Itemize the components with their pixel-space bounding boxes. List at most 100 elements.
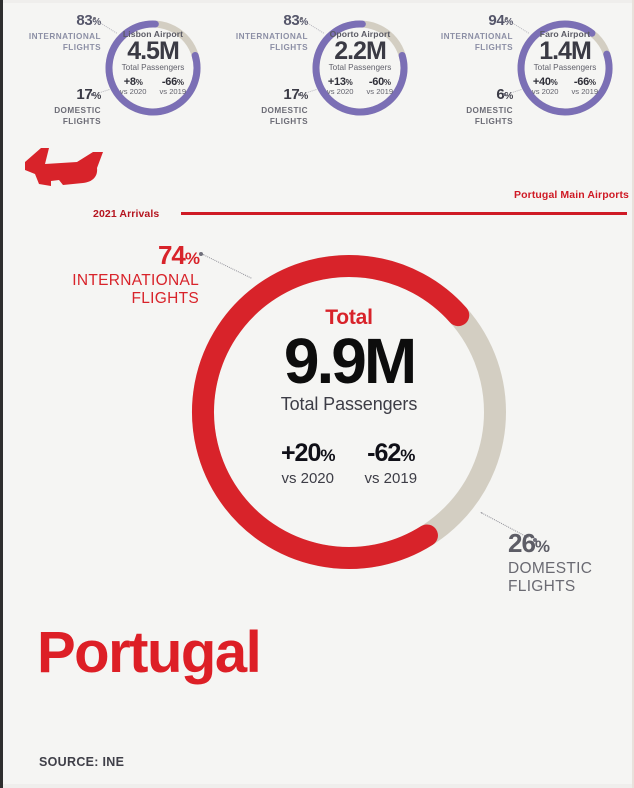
- main-international-label-line1: INTERNATIONAL: [72, 272, 199, 289]
- delta-2019-caption: vs 2019: [571, 87, 599, 96]
- country-title: Portugal: [37, 620, 262, 685]
- percent-unit: %: [400, 446, 415, 465]
- airport-name: Faro Airport: [539, 29, 591, 39]
- main-domestic-callout: 26% DOMESTIC FLIGHTS: [508, 528, 633, 596]
- delta-2019-caption: vs 2019: [159, 87, 187, 96]
- international-label-line1: INTERNATIONAL: [440, 32, 513, 41]
- international-label-line2: FLIGHTS: [474, 43, 513, 52]
- delta-2020-caption: vs 2020: [119, 87, 147, 96]
- percent-unit: %: [135, 78, 143, 87]
- delta-vs-2020: +13% vs 2020: [327, 76, 354, 96]
- international-pct: 83: [76, 12, 93, 29]
- main-delta-2019-caption: vs 2019: [364, 470, 418, 487]
- main-delta-vs-2020: +20% vs 2020: [280, 439, 336, 487]
- airport-card-lisbon: 83% INTERNATIONAL FLIGHTS 17% DOMESTIC F…: [1, 8, 211, 140]
- delta-2020-value: +8: [123, 76, 136, 88]
- main-delta-2019-value: -62: [367, 439, 401, 467]
- domestic-label-line2: FLIGHTS: [62, 117, 101, 126]
- delta-2019-caption: vs 2019: [366, 87, 394, 96]
- airport-summary-row: 83% INTERNATIONAL FLIGHTS 17% DOMESTIC F…: [3, 0, 634, 140]
- percent-unit: %: [176, 78, 184, 87]
- delta-vs-2020: +40% vs 2020: [532, 76, 559, 96]
- airport-callouts: 94% INTERNATIONAL FLIGHTS 6% DOMESTIC FL…: [413, 8, 530, 138]
- divider-right-label: Portugal Main Airports: [514, 189, 629, 201]
- main-domestic-pct: 26: [508, 528, 536, 558]
- airport-passenger-value: 1.4M: [539, 37, 592, 65]
- international-callout: 83% INTERNATIONAL FLIGHTS: [236, 12, 308, 53]
- divider-left-label: 2021 Arrivals: [93, 208, 160, 220]
- domestic-pct: 6: [496, 86, 505, 103]
- main-international-callout: 74% INTERNATIONAL FLIGHTS: [9, 240, 200, 308]
- main-delta-2020-value: +20: [280, 439, 321, 467]
- international-label-line1: INTERNATIONAL: [28, 32, 101, 41]
- airport-card-oporto: 83% INTERNATIONAL FLIGHTS 17% DOMESTIC F…: [208, 8, 418, 140]
- percent-unit: %: [504, 17, 513, 28]
- percent-unit: %: [299, 17, 308, 28]
- airport-donut-lisbon: [101, 16, 205, 120]
- domestic-pct: 17: [76, 86, 93, 103]
- percent-unit: %: [550, 78, 558, 87]
- delta-2020-caption: vs 2020: [326, 87, 354, 96]
- leader-dot-main-domestic: [533, 538, 537, 542]
- airport-donut-center-lisbon: Lisbon Airport 4.5M Total Passengers +8%…: [101, 16, 205, 120]
- main-delta-2020-caption: vs 2020: [281, 470, 334, 487]
- percent-unit: %: [184, 249, 200, 268]
- divider-rule: [181, 212, 627, 215]
- international-label-line2: FLIGHTS: [269, 43, 308, 52]
- percent-unit: %: [383, 78, 391, 87]
- domestic-callout: 6% DOMESTIC FLIGHTS: [466, 86, 513, 127]
- main-donut: [179, 242, 519, 582]
- airport-name: Oporto Airport: [329, 29, 391, 39]
- airport-donut-oporto: [308, 16, 412, 120]
- leader-dot-domestic: [503, 93, 506, 96]
- percent-unit: %: [299, 91, 308, 102]
- leader-dot-domestic: [298, 93, 301, 96]
- international-pct: 83: [283, 12, 300, 29]
- airport-donut-center-oporto: Oporto Airport 2.2M Total Passengers +13…: [308, 16, 412, 120]
- delta-2020-caption: vs 2020: [531, 87, 559, 96]
- percent-unit: %: [534, 537, 550, 556]
- airport-callouts: 83% INTERNATIONAL FLIGHTS 17% DOMESTIC F…: [208, 8, 325, 138]
- airport-donut-faro: [513, 16, 617, 120]
- main-domestic-label-line1: DOMESTIC: [508, 560, 593, 577]
- delta-2020-value: +13: [327, 76, 346, 88]
- leader-dot-international: [505, 17, 508, 20]
- source-label: SOURCE: INE: [39, 755, 125, 769]
- international-callout: 94% INTERNATIONAL FLIGHTS: [441, 12, 513, 53]
- domestic-callout: 17% DOMESTIC FLIGHTS: [54, 86, 101, 127]
- section-divider: Portugal Main Airports 2021 Arrivals: [3, 189, 634, 227]
- top-edge: [3, 0, 632, 3]
- domestic-callout: 17% DOMESTIC FLIGHTS: [261, 86, 308, 127]
- bottom-edge: [3, 784, 632, 788]
- leader-dot-international: [300, 17, 303, 20]
- leader-dot-domestic: [91, 93, 94, 96]
- main-donut-center: Total 9.9M Total Passengers +20% vs 2020…: [179, 242, 519, 582]
- delta-vs-2019: -66% vs 2019: [572, 76, 599, 96]
- total-passengers-value: 9.9M: [283, 325, 417, 397]
- percent-unit: %: [320, 446, 335, 465]
- total-passengers-caption: Total Passengers: [280, 394, 418, 414]
- domestic-label-line2: FLIGHTS: [269, 117, 308, 126]
- domestic-label-line1: DOMESTIC: [54, 106, 101, 115]
- main-delta-vs-2019: -62% vs 2019: [365, 439, 418, 487]
- international-label-line1: INTERNATIONAL: [235, 32, 308, 41]
- airport-passenger-caption: Total Passengers: [328, 63, 392, 72]
- delta-2020-value: +40: [532, 76, 551, 88]
- delta-vs-2019: -60% vs 2019: [367, 76, 394, 96]
- airport-donut-center-faro: Faro Airport 1.4M Total Passengers +40% …: [513, 16, 617, 120]
- delta-vs-2019: -66% vs 2019: [160, 76, 187, 96]
- airport-passenger-caption: Total Passengers: [121, 63, 185, 72]
- portugal-total-chart: 74% INTERNATIONAL FLIGHTS Total 9.9M Tot…: [3, 232, 634, 612]
- percent-unit: %: [588, 78, 596, 87]
- main-domestic-label-line2: FLIGHTS: [508, 578, 576, 595]
- leader-dot-main-international: [199, 252, 203, 256]
- total-label: Total: [325, 306, 373, 329]
- percent-unit: %: [345, 78, 353, 87]
- airport-card-faro: 94% INTERNATIONAL FLIGHTS 6% DOMESTIC FL…: [413, 8, 623, 140]
- delta-2019-value: -60: [368, 76, 384, 88]
- delta-2019-value: -66: [573, 76, 589, 88]
- domestic-label-line1: DOMESTIC: [466, 106, 513, 115]
- leader-dot-international: [93, 17, 96, 20]
- domestic-pct: 17: [283, 86, 300, 103]
